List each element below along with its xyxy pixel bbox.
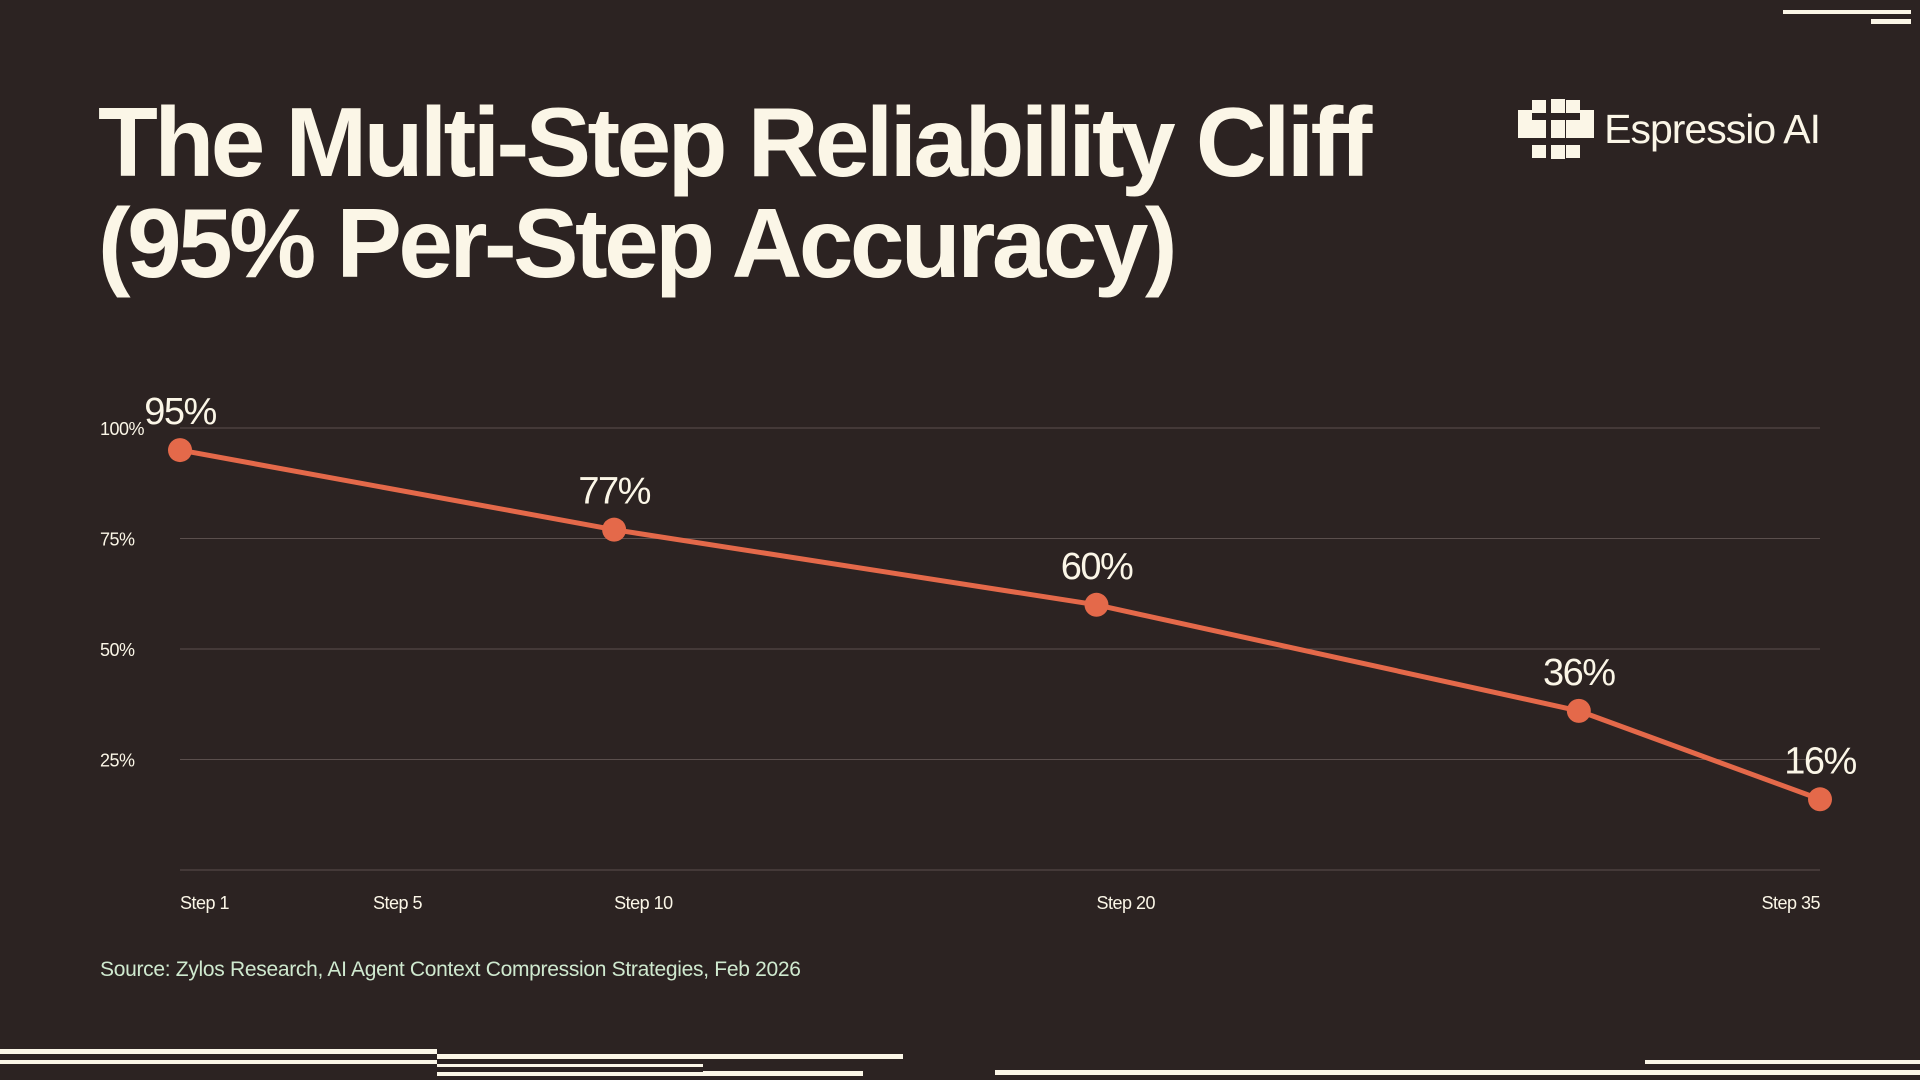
title-line-2: (95% Per-Step Accuracy) bbox=[98, 188, 1178, 298]
data-point bbox=[1566, 698, 1591, 723]
x-tick-label: Step 35 bbox=[1761, 893, 1820, 913]
brand: Espressio AI bbox=[1518, 99, 1821, 159]
y-tick-label: 25% bbox=[100, 751, 135, 771]
espressio-logo-icon bbox=[1518, 99, 1595, 159]
data-point bbox=[602, 517, 627, 542]
x-tick-label: Step 5 bbox=[373, 893, 423, 913]
x-tick-label: Step 1 bbox=[180, 893, 230, 913]
data-label: 60% bbox=[1061, 546, 1133, 588]
x-axis-ticks: Step 1 Step 5 Step 10 Step 20 Step 35 bbox=[180, 893, 1821, 913]
data-label: 95% bbox=[144, 391, 216, 433]
brand-name: Espressio AI bbox=[1604, 105, 1821, 152]
y-tick-label: 75% bbox=[100, 530, 135, 550]
title-line-1: The Multi-Step Reliability Cliff bbox=[98, 87, 1372, 197]
data-point bbox=[168, 438, 192, 463]
series-line-layer bbox=[177, 447, 1823, 802]
source-note: Source: Zylos Research, AI Agent Context… bbox=[100, 958, 801, 981]
data-label: 36% bbox=[1543, 652, 1615, 694]
x-tick-label: Step 20 bbox=[1096, 893, 1155, 913]
y-tick-label: 100% bbox=[100, 419, 145, 439]
chart-grid bbox=[180, 427, 1820, 871]
data-points bbox=[168, 438, 1832, 812]
y-tick-label: 50% bbox=[100, 640, 135, 660]
data-label: 16% bbox=[1784, 740, 1856, 782]
data-point bbox=[1808, 787, 1832, 812]
data-labels: 95% 77% 60% 36% 16% bbox=[144, 391, 1858, 782]
series-line bbox=[177, 447, 1823, 802]
data-label: 77% bbox=[578, 471, 650, 513]
data-point bbox=[1084, 592, 1109, 617]
page-title: The Multi-Step Reliability Cliff (95% Pe… bbox=[98, 87, 1372, 298]
y-axis-ticks: 100% 75% 50% 25% bbox=[100, 419, 145, 771]
x-tick-label: Step 10 bbox=[614, 893, 673, 913]
